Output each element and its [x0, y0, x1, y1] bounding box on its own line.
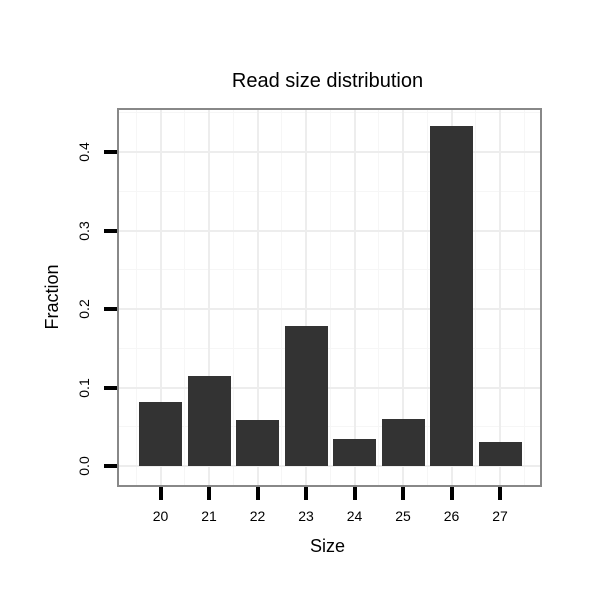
y-tick-label-0.4: 0.4 — [76, 142, 92, 162]
gridline-major-v — [256, 110, 259, 485]
bar-size-21 — [187, 375, 231, 466]
chart-title: Read size distribution — [231, 70, 424, 92]
gridline-major-v — [208, 110, 210, 485]
gridline-minor-v — [475, 110, 477, 485]
gridline-major-v — [499, 110, 501, 485]
gridline-major-h — [119, 229, 540, 232]
gridline-minor-v — [329, 110, 331, 485]
x-tick-label-23: 23 — [298, 508, 314, 524]
y-tick-label-0.3: 0.3 — [76, 220, 92, 241]
gridline-minor-v — [184, 110, 186, 485]
x-tick-27 — [498, 487, 502, 500]
y-tick-0.1 — [104, 385, 117, 390]
gridline-major-v — [159, 110, 162, 485]
y-tick-label-0.1: 0.1 — [76, 377, 92, 398]
y-tick-label-0.0: 0.0 — [76, 456, 92, 476]
x-tick-20 — [158, 487, 163, 500]
y-tick-0.0 — [104, 464, 117, 468]
x-tick-label-24: 24 — [346, 508, 363, 524]
y-tick-0.4 — [104, 150, 117, 154]
bar-size-23 — [284, 326, 328, 466]
gridline-major-h — [119, 465, 540, 467]
bar-size-27 — [478, 441, 522, 466]
gridline-minor-v — [426, 110, 428, 485]
gridline-minor-h — [119, 426, 540, 428]
gridline-major-v — [402, 110, 404, 485]
gridline-minor-h — [119, 190, 540, 192]
bar-size-22 — [236, 420, 279, 466]
x-tick-25 — [401, 487, 405, 500]
gridline-minor-h — [119, 112, 540, 114]
y-tick-label-0.2: 0.2 — [76, 299, 92, 319]
x-axis-title: Size — [309, 536, 345, 556]
x-tick-label-22: 22 — [249, 508, 266, 524]
x-tick-label-26: 26 — [443, 508, 460, 524]
gridline-minor-v — [281, 110, 283, 485]
y-tick-0.3 — [104, 228, 117, 233]
x-tick-label-25: 25 — [395, 508, 411, 524]
x-tick-24 — [352, 487, 357, 500]
gridline-minor-v — [232, 110, 234, 485]
y-axis-title: Fraction — [42, 264, 62, 330]
x-tick-22 — [255, 487, 260, 500]
gridline-minor-v — [523, 110, 525, 485]
x-tick-23 — [304, 487, 308, 500]
gridline-major-h — [119, 151, 540, 153]
gridline-minor-v — [378, 110, 380, 485]
gridline-major-v — [353, 110, 356, 485]
x-tick-21 — [207, 487, 211, 500]
gridline-minor-v — [135, 110, 137, 485]
gridline-minor-h — [119, 269, 540, 271]
gridline-major-h — [119, 308, 540, 310]
x-tick-label-27: 27 — [492, 508, 508, 524]
gridline-major-h — [119, 386, 540, 389]
bar-size-25 — [381, 418, 425, 466]
x-tick-26 — [449, 487, 454, 500]
bar-size-26 — [430, 126, 473, 466]
gridline-minor-h — [119, 347, 540, 349]
bar-size-24 — [333, 438, 376, 466]
x-tick-label-21: 21 — [201, 508, 217, 524]
x-tick-label-20: 20 — [152, 508, 169, 524]
gridline-major-v — [305, 110, 307, 485]
plot-panel — [117, 108, 542, 487]
y-tick-0.2 — [104, 307, 117, 311]
bar-size-20 — [139, 401, 182, 466]
